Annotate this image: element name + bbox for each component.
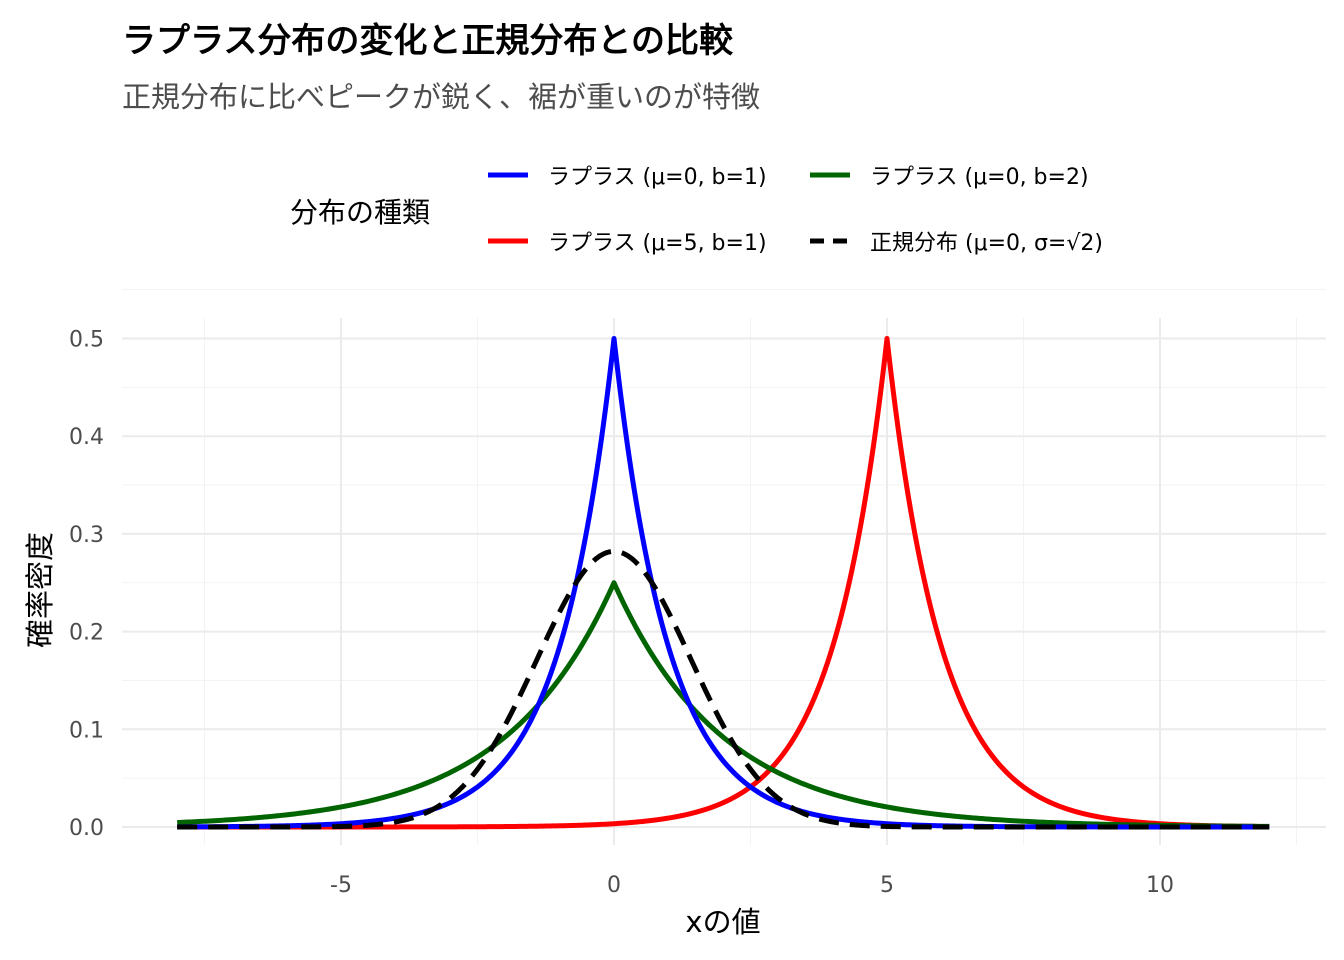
y-tick-label: 0.1 [69,718,104,743]
series-layer [176,336,1270,830]
y-axis-title: 確率密度 [23,532,57,648]
axes: -5 0 5 10 0.0 0.1 0.2 0.3 0.4 0.5 [69,328,1174,899]
x-tick-label: 10 [1146,873,1174,898]
y-tick-label: 0.0 [69,816,104,841]
x-axis-title: xの値 [685,905,760,939]
series-line [176,336,1270,830]
y-tick-label: 0.5 [69,328,104,353]
y-tick-label: 0.4 [69,425,104,450]
y-tick-label: 0.3 [69,523,104,548]
chart-title: ラプラス分布の変化と正規分布との比較 [122,21,734,61]
x-tick-label: 5 [880,873,894,898]
legend: 分布の種類 ラプラス (μ=0, b=1) ラプラス (μ=0, b=2) ラプラス… [290,165,1103,256]
plot-grid [122,289,1326,845]
legend-label: ラプラス (μ=0, b=2) [870,165,1089,190]
series-line [176,548,1270,830]
chart-subtitle: 正規分布に比べピークが鋭く、裾が重いのが特徴 [122,80,760,114]
y-tick-label: 0.2 [69,621,104,646]
x-tick-label: -5 [330,873,352,898]
legend-label: 正規分布 (μ=0, σ=√2) [870,231,1103,256]
series-line [176,580,1270,829]
series-line [176,336,1270,830]
legend-label: ラプラス (μ=5, b=1) [548,231,767,256]
legend-title: 分布の種類 [290,196,430,229]
x-tick-label: 0 [607,873,621,898]
legend-label: ラプラス (μ=0, b=1) [548,165,767,190]
